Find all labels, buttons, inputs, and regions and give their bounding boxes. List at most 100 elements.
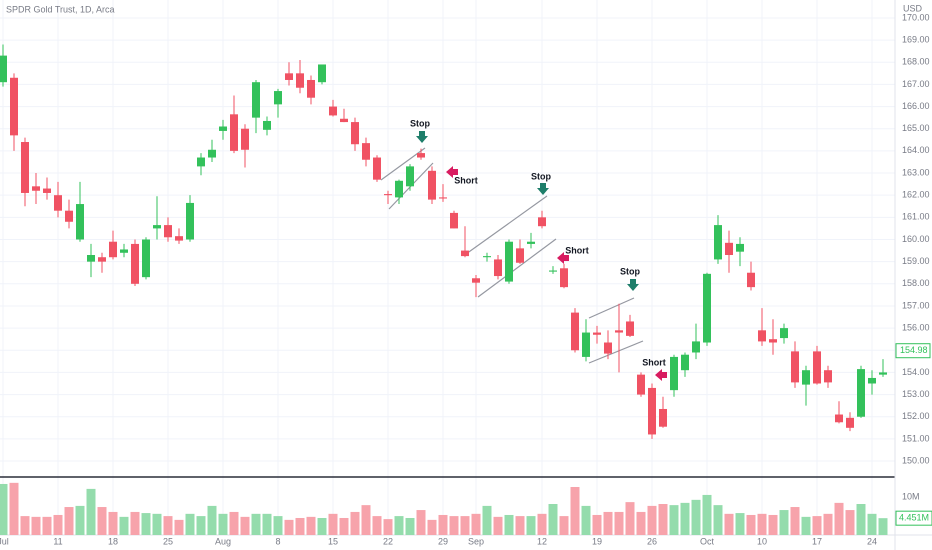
y-tick-label: 161.00	[902, 212, 930, 222]
candle-body	[351, 122, 359, 145]
y-tick-label: 162.00	[902, 190, 930, 200]
candle-body	[868, 377, 876, 384]
volume-bar	[658, 504, 668, 535]
volume-bar	[757, 513, 767, 535]
y-tick-label: 169.00	[902, 34, 930, 44]
volume-bar	[493, 516, 503, 535]
candle-body	[802, 370, 810, 385]
volume-bar	[372, 516, 382, 535]
volume-bar	[724, 513, 734, 535]
channel-lines	[380, 147, 644, 364]
candle-body	[758, 330, 766, 342]
volume-bar	[273, 516, 283, 535]
candle-body	[274, 91, 282, 105]
volume-bar	[779, 510, 789, 535]
annotation-arrow	[627, 279, 639, 291]
x-tick-label: Sep	[468, 536, 484, 546]
volume-tick-label: 10M	[902, 492, 920, 502]
annotation-label: Stop	[410, 118, 430, 128]
volume-bar	[383, 519, 393, 535]
candle-body	[153, 225, 161, 229]
x-tick-label: 29	[438, 536, 448, 546]
x-tick-label: 18	[108, 536, 118, 546]
candle-body	[670, 356, 678, 391]
candle-body	[835, 414, 843, 423]
candle-body	[527, 241, 535, 244]
volume-bar	[504, 514, 514, 535]
x-tick-label: 11	[53, 536, 62, 546]
volume-bar	[97, 507, 107, 535]
x-tick-label: 10	[757, 536, 767, 546]
x-tick-label: 19	[592, 536, 602, 546]
volume-bar	[812, 516, 822, 535]
candle-body	[516, 248, 524, 263]
candle-body	[307, 79, 315, 98]
volume-bar	[856, 504, 866, 535]
candle-body	[417, 153, 425, 158]
volume-bar	[526, 516, 536, 535]
volume-bar	[42, 516, 52, 535]
y-tick-label: 167.00	[902, 79, 930, 89]
volume-bar	[218, 513, 228, 535]
volume-bar	[790, 507, 800, 535]
last-price-label: 154.98	[900, 345, 928, 355]
candle-body	[362, 143, 370, 160]
volume-bar	[515, 516, 525, 535]
volume-bar	[559, 516, 569, 535]
volume-bar	[834, 502, 844, 535]
candle-body	[846, 417, 854, 428]
candle-body	[186, 202, 194, 240]
candle-body	[208, 149, 216, 158]
candle-body	[241, 128, 249, 150]
candle-body	[263, 120, 271, 130]
volume-bar	[405, 517, 415, 535]
volume-bar	[306, 516, 316, 535]
volume-bar	[361, 505, 371, 535]
candle-body	[538, 217, 546, 227]
volume-bar	[152, 513, 162, 535]
annotation-arrow	[446, 166, 458, 178]
volume-bar	[339, 517, 349, 535]
candle-body	[175, 236, 183, 241]
candle-body	[0, 55, 7, 83]
volume-bar	[592, 514, 602, 535]
y-tick-label: 164.00	[902, 145, 930, 155]
volume-bar	[317, 517, 327, 535]
volume-bar	[196, 516, 206, 535]
volume-bar	[295, 517, 305, 535]
volume-bar	[845, 510, 855, 535]
candle-body	[615, 330, 623, 333]
x-tick-label: Oct	[700, 536, 715, 546]
y-tick-label: 152.00	[902, 411, 930, 421]
volume-bar	[570, 486, 580, 535]
volume-bar	[64, 507, 74, 535]
candle-body	[483, 256, 491, 258]
candle-body	[296, 73, 304, 88]
volume-bar	[680, 502, 690, 535]
y-tick-label: 160.00	[902, 234, 930, 244]
candle-body	[681, 354, 689, 371]
x-tick-label: 24	[867, 536, 877, 546]
volume-bar	[823, 513, 833, 535]
candle-body	[318, 64, 326, 83]
last-volume-label: 4.451M	[899, 513, 929, 523]
candle-body	[703, 273, 711, 343]
volume-bar	[394, 516, 404, 535]
volume-bar	[9, 482, 19, 535]
y-tick-label: 159.00	[902, 256, 930, 266]
volume-bar	[460, 516, 470, 535]
volume-bar	[691, 499, 701, 535]
chart-title: SPDR Gold Trust, 1D, Arca	[6, 4, 115, 14]
volume-bar	[702, 494, 712, 535]
volume-bar	[229, 511, 239, 535]
volume-bar	[130, 511, 140, 535]
candle-body	[373, 157, 381, 180]
candle-body	[384, 194, 392, 196]
channel-line	[588, 340, 644, 364]
volume-bar	[636, 511, 646, 535]
volume-bar	[20, 516, 30, 535]
volume-bar	[614, 511, 624, 535]
volume-bar	[581, 505, 591, 535]
x-tick-label: 12	[537, 536, 547, 546]
candle-body	[406, 166, 414, 187]
